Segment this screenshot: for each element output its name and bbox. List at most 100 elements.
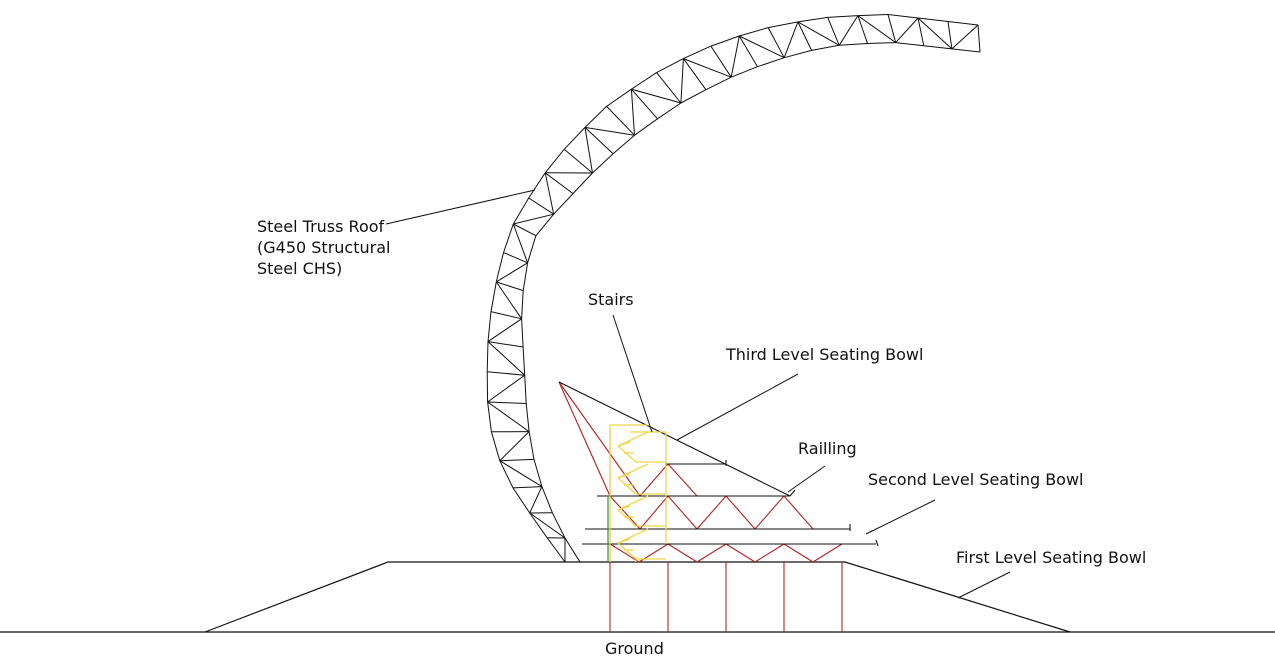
roof-inner-chord <box>811 44 840 51</box>
roof-vertical <box>857 15 868 44</box>
roof-vertical <box>499 458 535 462</box>
roof-vertical <box>606 106 635 136</box>
roof-diagonal <box>838 15 859 46</box>
frame-web <box>639 495 669 530</box>
roof-outer-chord <box>495 252 504 283</box>
roof-diagonal <box>797 21 840 46</box>
roof-inner-chord <box>592 153 614 174</box>
roof-outer-chord <box>490 431 501 461</box>
roof-vertical <box>503 252 528 264</box>
roof-inner-chord <box>731 66 758 78</box>
stairs-tread <box>617 473 631 479</box>
frame-web <box>639 463 669 497</box>
roof-label-line2: (G450 Structural <box>257 238 390 257</box>
railing-leader <box>787 465 826 493</box>
roof-vertical <box>977 24 981 53</box>
railing-label: Railling <box>798 439 857 458</box>
roof-leader <box>385 189 536 225</box>
steel-truss-roof <box>486 14 981 563</box>
roof-outer-chord <box>563 127 586 150</box>
roof-outer-chord <box>827 15 858 18</box>
roof-diagonal <box>513 213 554 225</box>
frame-web <box>609 543 640 563</box>
roof-inner-chord <box>839 43 868 46</box>
roof-outer-chord <box>857 14 889 17</box>
roof-diagonal <box>680 58 684 104</box>
roof-diagonal <box>917 17 953 50</box>
roof-outer-chord <box>512 487 531 514</box>
roof-vertical <box>710 45 732 78</box>
roof-diagonal <box>783 21 799 58</box>
roof-diagonal <box>512 223 529 263</box>
roof-inner-chord <box>535 213 555 237</box>
second-level-label: Second Level Seating Bowl <box>868 470 1084 489</box>
roof-vertical <box>528 197 554 215</box>
roof-label-line1: Steel Truss Roof <box>257 217 385 236</box>
roof-vertical <box>563 148 593 174</box>
roof-outer-chord <box>487 401 492 432</box>
seating-frame <box>558 381 843 632</box>
roof-diagonal <box>630 89 635 136</box>
roof-vertical <box>584 127 614 155</box>
roof-outer-chord <box>917 17 949 22</box>
roof-inner-chord <box>541 486 553 513</box>
roof-outer-chord <box>947 21 979 26</box>
frame-web <box>725 543 756 563</box>
frame-strut <box>558 381 611 497</box>
roof-outer-chord <box>656 58 684 74</box>
roof-inner-chord <box>657 102 682 120</box>
frame-web <box>783 543 814 563</box>
roof-vertical <box>682 58 707 90</box>
labels: Steel Truss Roof (G450 Structural Steel … <box>257 217 1146 658</box>
roof-vertical <box>738 35 758 67</box>
roof-inner-chord <box>522 262 529 291</box>
roof-diagonal <box>895 17 919 43</box>
roof-vertical <box>947 21 953 49</box>
roof-inner-chord <box>895 42 924 47</box>
frame-web <box>667 543 698 563</box>
roof-vertical <box>767 27 785 58</box>
roof-inner-chord <box>572 172 593 194</box>
roof-outer-chord <box>529 512 548 538</box>
roof-vertical <box>512 486 542 489</box>
roof-inner-chord <box>923 45 952 50</box>
roof-inner-chord <box>553 193 574 215</box>
roof-outer-chord <box>546 537 566 563</box>
roof-inner-chord <box>522 346 526 376</box>
roof-diagonal <box>495 281 523 320</box>
roof-outer-chord <box>490 281 497 312</box>
ground-label: Ground <box>605 639 664 658</box>
first-level-label: First Level Seating Bowl <box>956 548 1146 567</box>
roof-diagonal <box>584 127 593 174</box>
roof-inner-chord <box>533 459 543 487</box>
frame-web <box>667 495 698 530</box>
roof-inner-chord <box>612 134 635 155</box>
roof-outer-chord <box>887 14 919 19</box>
stairs-structure <box>609 424 667 562</box>
roof-diagonal <box>631 88 682 104</box>
roof-outer-chord <box>768 21 798 29</box>
roof-inner-chord <box>521 318 524 348</box>
stairs-label: Stairs <box>588 290 634 309</box>
roof-inner-chord <box>757 57 785 68</box>
roof-diagonal <box>487 341 526 376</box>
seating-levels <box>558 381 879 547</box>
roof-vertical <box>797 21 813 51</box>
frame-web <box>696 495 727 530</box>
roof-diagonal <box>683 58 732 78</box>
roof-inner-chord <box>528 431 535 460</box>
roof-vertical <box>487 401 527 404</box>
roof-diagonal <box>857 15 896 44</box>
roof-diagonal <box>487 401 530 433</box>
roof-diagonal <box>730 35 740 78</box>
roof-diagonal <box>499 460 543 488</box>
frame-web <box>783 495 814 530</box>
frame-web <box>696 543 727 563</box>
roof-vertical <box>631 88 658 120</box>
roof-vertical <box>917 17 925 46</box>
roof-outer-chord <box>584 106 607 128</box>
stairs-tread <box>617 538 631 544</box>
roof-outer-chord <box>503 223 514 253</box>
roof-inner-chord <box>784 49 812 59</box>
